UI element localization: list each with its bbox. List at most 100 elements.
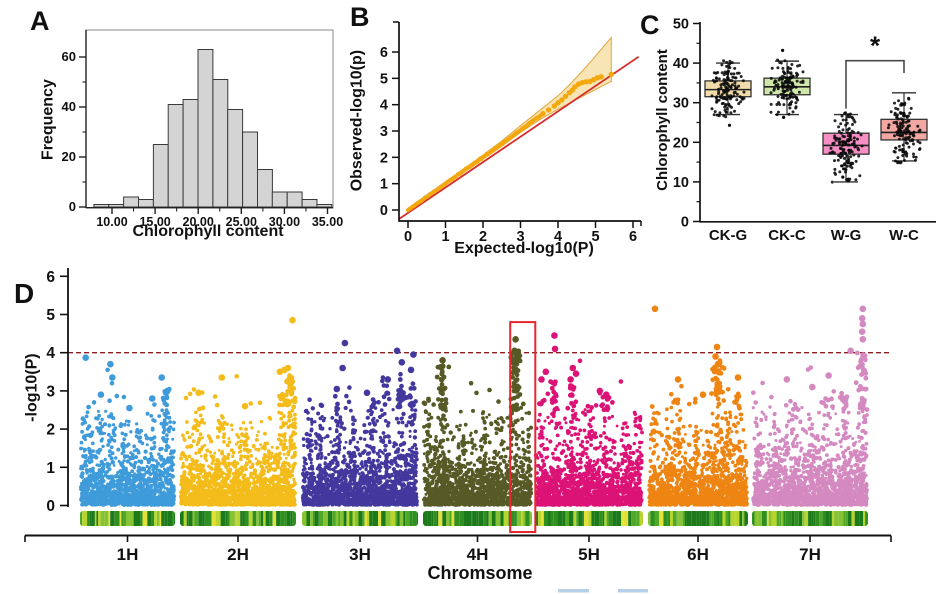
d-chromosome-label: 7H: [799, 545, 821, 564]
d-density-strip-1H: [80, 511, 175, 526]
c-jitter-points: [886, 96, 922, 165]
watermark-fragment: [618, 589, 648, 593]
d-chromosome-label: 6H: [687, 545, 709, 564]
c-box-W-C: [880, 92, 928, 165]
a-x-tick-label: 10.00: [96, 215, 127, 229]
d-peak-points-6H: [651, 305, 742, 399]
watermark-fragment: [558, 589, 589, 593]
d-density-strip-2H: [180, 511, 296, 526]
d-peak-points-1H: [82, 354, 171, 412]
a-x-tick-label: 35.00: [312, 215, 343, 229]
d-y-tick-label: 1: [46, 460, 55, 477]
a-y-tick-label: 60: [62, 49, 76, 64]
b-identity-line: [398, 56, 640, 220]
d-chromosome-label: 1H: [117, 545, 139, 564]
b-x-tick-label: 0: [404, 229, 412, 245]
panel-a-y-axis-label: Frequency: [39, 79, 57, 161]
panel-c-boxplots: 0 10 20 30 40 50 CK-G CK-C W-G W-C *: [673, 17, 936, 244]
d-y-tick-label: 2: [46, 422, 55, 439]
b-y-tick-label: 1: [380, 177, 388, 193]
b-x-tick-label: 4: [554, 229, 562, 245]
d-peak-points-7H: [783, 305, 867, 391]
d-peak-points-3H: [333, 339, 417, 397]
d-density-strip-3H: [302, 511, 418, 526]
c-y-tick-label: 10: [673, 175, 689, 191]
c-jitter-points: [769, 48, 805, 119]
d-chromosome-label: 4H: [467, 545, 489, 564]
b-confidence-band: [407, 36, 612, 213]
c-jitter-points: [828, 111, 864, 184]
panel-d-x-axis-label: Chromsome: [427, 563, 533, 583]
d-chromosome-5H: [533, 332, 644, 507]
b-x-tick-label: 5: [591, 229, 599, 245]
d-y-tick-label: 5: [46, 307, 55, 324]
panel-b-y-axis-label: Observed-log10(p): [348, 49, 366, 192]
d-peak-points-5H: [538, 332, 610, 399]
c-box-CK-G: [704, 59, 752, 127]
c-box-W-G: [822, 111, 870, 184]
b-x-tick-label: 6: [629, 229, 637, 245]
d-density-strip-5H: [535, 511, 643, 526]
c-category-label: CK-C: [768, 227, 806, 244]
c-ticks: 0 10 20 30 40 50: [673, 17, 700, 231]
b-y-tick-label: 5: [380, 71, 388, 87]
d-y-tick-label: 4: [46, 345, 55, 362]
d-chromosome-4H: [421, 336, 534, 507]
c-category-label: CK-G: [709, 227, 747, 244]
panel-c-letter: C: [640, 10, 660, 40]
b-observed-points: [405, 71, 614, 213]
b-x-tick-label: 3: [516, 229, 524, 245]
c-category-label: W-G: [831, 227, 862, 244]
d-chromosome-6H: [647, 305, 749, 507]
d-chromosome-label: 5H: [578, 545, 600, 564]
a-y-tick-label: 40: [62, 99, 76, 114]
d-chromosome-label: 3H: [349, 545, 371, 564]
panel-d-y-axis-label: -log10(P): [23, 353, 41, 422]
b-x-tick-label: 2: [479, 229, 487, 245]
c-category-label: W-C: [889, 227, 919, 244]
b-y-tick-label: 2: [380, 150, 388, 166]
panel-b-letter: B: [350, 2, 370, 32]
a-x-tick-label: 20.00: [183, 215, 214, 229]
c-y-tick-label: 30: [673, 96, 689, 112]
d-chromosome-1H: [79, 354, 177, 507]
d-density-strip-7H: [752, 511, 868, 526]
d-y-tick-label: 3: [46, 383, 55, 400]
d-y-tick-label: 0: [46, 498, 55, 515]
panel-a-x-axis-label: Chlorophyll content: [132, 223, 284, 240]
d-density-strip-4H: [423, 511, 532, 526]
d-peak-points-2H: [195, 316, 296, 410]
b-ticks: 0 1 2 3 4 5 6 0 1 2 3 4 5 6: [380, 45, 637, 245]
a-ticks: 0 20 40 60 10.00 15.00 20.00 25.00 30.00 35.00: [62, 49, 344, 229]
panel-a-letter: A: [30, 6, 50, 36]
d-y-tick-label: 6: [46, 269, 55, 286]
panel-b-x-axis-label: Expected-log10(P): [454, 240, 594, 257]
c-y-tick-label: 0: [681, 215, 689, 231]
d-density-strip-6H: [648, 511, 748, 526]
d-peak-points-4H: [437, 336, 520, 371]
d-chromosome-label: 2H: [227, 545, 249, 564]
a-x-tick-label: 15.00: [139, 215, 170, 229]
b-x-tick-label: 1: [441, 229, 449, 245]
d-highlight-box: [509, 321, 537, 533]
a-x-tick-label: 30.00: [269, 215, 300, 229]
d-chromosome-7H: [751, 305, 870, 507]
c-significance-star: *: [870, 31, 881, 61]
panel-d-manhattan: 0 1 2 3 4 5 6 1H 2H 3H 4H 5H 6H 7H: [24, 268, 892, 564]
c-y-tick-label: 50: [673, 17, 689, 33]
a-bars: [93, 49, 333, 208]
c-significance-bracket: *: [845, 31, 905, 109]
bottom-artifact-fragments: [558, 589, 648, 593]
b-y-tick-label: 0: [380, 203, 388, 219]
a-y-tick-label: 0: [69, 199, 76, 214]
panel-b-qq-plot: 0 1 2 3 4 5 6 0 1 2 3 4 5 6: [380, 21, 642, 245]
panel-c-y-axis-label: Chlorophyll content: [654, 49, 671, 191]
c-jitter-points: [710, 59, 746, 127]
b-y-tick-label: 4: [380, 98, 388, 114]
b-y-tick-label: 6: [380, 45, 388, 61]
a-x-tick-label: 25.00: [226, 215, 257, 229]
d-ticks: 0 1 2 3 4 5 6: [24, 269, 892, 542]
b-y-tick-label: 3: [380, 124, 388, 140]
